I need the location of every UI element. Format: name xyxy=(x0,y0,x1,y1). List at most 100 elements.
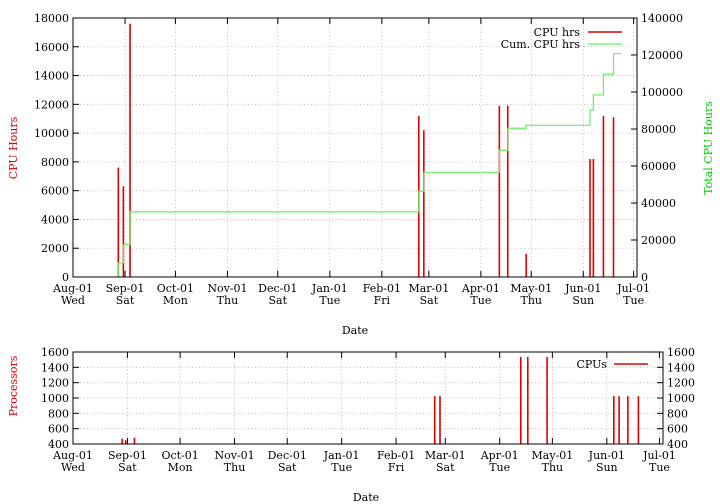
y-tick-label: 6000 xyxy=(41,185,69,198)
top-y2-ticks: 0 20000 40000 60000 80000 100000 120000 140000 xyxy=(631,12,683,284)
top-y2-axis-title: Total CPU Hours xyxy=(702,101,715,195)
y2-tick-label: 600 xyxy=(667,423,688,436)
y-tick-label: 0 xyxy=(62,271,69,284)
y-tick-label: 12000 xyxy=(34,98,69,111)
bottom-y-ticks: 400 600 800 1000 1200 1400 1600 xyxy=(41,346,79,451)
y-tick-label: 10000 xyxy=(34,127,69,140)
x-tick-day-label: Sat xyxy=(420,294,439,307)
bottom-y2-ticks: 400 600 800 1000 1200 1400 1600 xyxy=(657,346,695,451)
x-tick-label: Oct-01 xyxy=(157,282,194,295)
x-tick-day-label: Sat xyxy=(278,461,297,474)
x-tick-label: Jul-01 xyxy=(642,449,676,462)
cpu-hours-panel: 0 2000 4000 6000 8000 10000 12000 14000 16000 180… xyxy=(7,12,715,337)
x-tick-label: Jun-01 xyxy=(564,282,601,295)
y2-tick-label: 1600 xyxy=(667,346,695,359)
y-tick-label: 1600 xyxy=(41,346,69,359)
y2-tick-label: 1200 xyxy=(667,377,695,390)
x-tick-day-label: Fri xyxy=(374,294,391,307)
x-tick-day-label: Tue xyxy=(331,461,352,474)
x-tick-label: Aug-01 xyxy=(52,282,93,295)
bottom-x-axis-title: Date xyxy=(353,491,379,504)
y-tick-label: 4000 xyxy=(41,213,69,226)
x-tick-label: Aug-01 xyxy=(52,449,93,462)
x-tick-day-label: Tue xyxy=(649,461,670,474)
y2-tick-label: 1400 xyxy=(667,361,695,374)
x-tick-label: Jan-01 xyxy=(323,449,360,462)
x-tick-day-label: Thu xyxy=(542,461,564,474)
x-tick-label: Feb-01 xyxy=(377,449,415,462)
y2-tick-label: 1000 xyxy=(667,392,695,405)
y2-tick-label: 800 xyxy=(667,407,688,420)
top-x-ticks: Aug-01WedSep-01SatOct-01MonNov-01ThuDec-… xyxy=(52,18,650,307)
y-tick-label: 18000 xyxy=(34,12,69,25)
y-tick-label: 2000 xyxy=(41,242,69,255)
y-tick-label: 1400 xyxy=(41,361,69,374)
y-tick-label: 16000 xyxy=(34,41,69,54)
y2-tick-label: 60000 xyxy=(641,160,676,173)
x-tick-day-label: Sat xyxy=(269,294,288,307)
top-y-ticks: 0 2000 4000 6000 8000 10000 12000 14000 16000 180… xyxy=(34,12,79,284)
x-tick-label: May-01 xyxy=(510,282,552,295)
bottom-legend: CPUs xyxy=(576,358,648,371)
x-tick-day-label: Tue xyxy=(489,461,510,474)
x-tick-label: Mar-01 xyxy=(425,449,466,462)
x-tick-day-label: Tue xyxy=(319,294,340,307)
x-tick-label: Nov-01 xyxy=(214,449,254,462)
x-tick-label: Nov-01 xyxy=(207,282,247,295)
top-marks xyxy=(117,23,621,277)
x-tick-day-label: Sun xyxy=(572,294,594,307)
processors-panel: 400 600 800 1000 1200 1400 1600 400 600 800 1000 1… xyxy=(7,346,695,504)
x-tick-day-label: Thu xyxy=(224,461,246,474)
x-tick-label: Sep-01 xyxy=(106,282,145,295)
bottom-grid xyxy=(73,352,663,444)
x-tick-day-label: Tue xyxy=(470,294,491,307)
y2-tick-label: 0 xyxy=(641,271,648,284)
x-tick-label: Dec-01 xyxy=(258,282,297,295)
y-tick-label: 800 xyxy=(48,407,69,420)
x-tick-day-label: Mon xyxy=(163,294,188,307)
x-tick-day-label: Sat xyxy=(116,294,135,307)
top-legend: CPU hrs Cum. CPU hrs xyxy=(501,26,622,51)
y2-tick-label: 400 xyxy=(667,438,688,451)
x-tick-label: Jul-01 xyxy=(616,282,650,295)
y-tick-label: 8000 xyxy=(41,156,69,169)
y2-tick-label: 20000 xyxy=(641,234,676,247)
y2-tick-label: 140000 xyxy=(641,12,683,25)
x-tick-label: May-01 xyxy=(532,449,574,462)
legend-label-cpu-hrs: CPU hrs xyxy=(534,26,581,39)
y2-tick-label: 120000 xyxy=(641,49,683,62)
x-tick-day-label: Wed xyxy=(61,294,85,307)
x-tick-label: Jan-01 xyxy=(311,282,348,295)
y2-tick-label: 40000 xyxy=(641,197,676,210)
x-tick-label: Jun-01 xyxy=(588,449,625,462)
x-tick-day-label: Sat xyxy=(118,461,137,474)
y-tick-label: 14000 xyxy=(34,70,69,83)
bottom-x-ticks: Aug-01WedSep-01SatOct-01MonNov-01ThuDec-… xyxy=(52,352,676,474)
x-tick-label: Sep-01 xyxy=(108,449,147,462)
y-tick-label: 400 xyxy=(48,438,69,451)
y-tick-label: 600 xyxy=(48,423,69,436)
top-grid xyxy=(73,18,637,277)
y2-tick-label: 80000 xyxy=(641,123,676,136)
x-tick-day-label: Tue xyxy=(623,294,644,307)
cumulative-step-line xyxy=(117,53,621,277)
x-tick-day-label: Thu xyxy=(217,294,239,307)
legend-label-cpus: CPUs xyxy=(576,358,607,371)
x-tick-day-label: Sat xyxy=(436,461,455,474)
x-tick-day-label: Thu xyxy=(520,294,542,307)
x-tick-day-label: Mon xyxy=(168,461,193,474)
x-tick-label: Mar-01 xyxy=(408,282,449,295)
x-tick-label: Feb-01 xyxy=(363,282,401,295)
top-y-axis-title: CPU Hours xyxy=(7,116,20,179)
x-tick-label: Oct-01 xyxy=(161,449,198,462)
x-tick-day-label: Sun xyxy=(596,461,618,474)
x-tick-label: Apr-01 xyxy=(461,282,500,295)
bottom-marks xyxy=(121,356,640,444)
x-tick-day-label: Fri xyxy=(388,461,405,474)
y-tick-label: 1000 xyxy=(41,392,69,405)
x-tick-label: Dec-01 xyxy=(268,449,307,462)
legend-label-cum-cpu-hrs: Cum. CPU hrs xyxy=(501,38,581,51)
bottom-y-axis-title: Processors xyxy=(7,355,20,416)
y-tick-label: 1200 xyxy=(41,377,69,390)
